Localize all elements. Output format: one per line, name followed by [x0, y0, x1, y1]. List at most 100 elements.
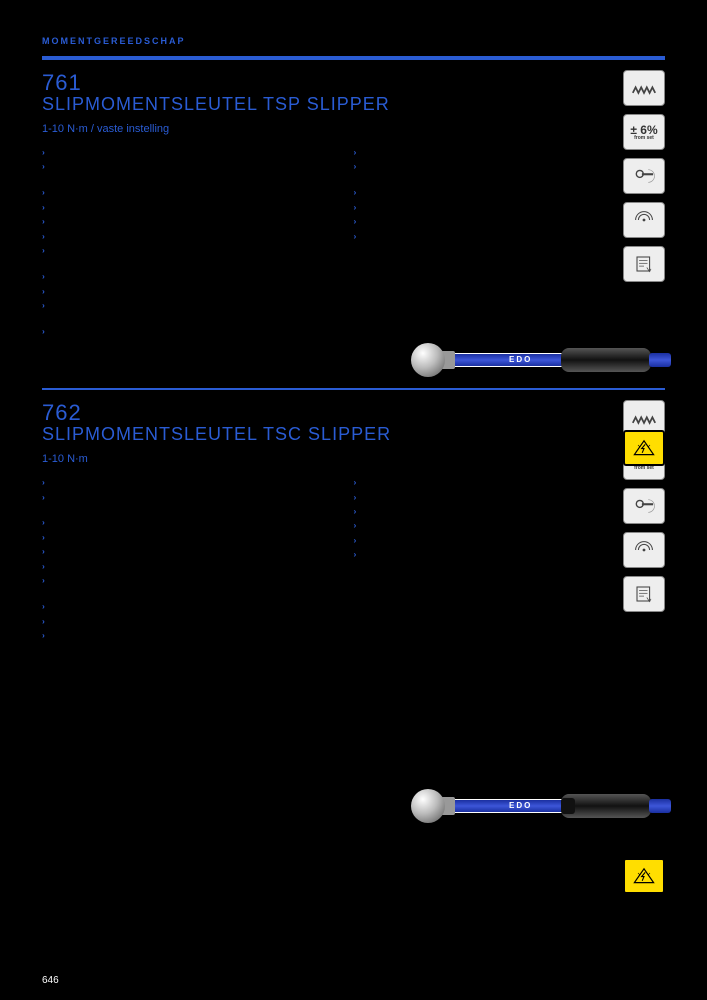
product-number: 762: [42, 400, 665, 426]
chevron-icon: ›: [42, 202, 45, 213]
divider-top: [42, 56, 665, 60]
bullet: ›Gelijkmatig voor gecontroleerd rechts a…: [354, 520, 648, 531]
chevron-icon: ›: [354, 231, 357, 242]
product-subtitle: 1-10 N·m: [42, 453, 665, 465]
divider: [42, 388, 665, 390]
chevron-icon: ›: [42, 286, 45, 297]
bullet: ›Ideaal voor de elektronicabranche en vo…: [354, 161, 648, 184]
bullet-text: Klikt duidelijk voel- en hoorbaar na: [361, 535, 491, 546]
bullet-text: Ideaal voor de elektronicabranche en voo…: [361, 161, 647, 184]
chevron-icon: ›: [354, 492, 357, 503]
bullet-col-left: › Voor eenvoudige en nauwkeurige schroefv…: [42, 477, 354, 656]
bullet-text: Voor controle van rechtse en linkse bout…: [361, 187, 529, 198]
badge-signal-icon: [623, 202, 665, 238]
page-number: 646: [42, 975, 59, 986]
product-block: 762SLIPMOMENTSLEUTEL TSC SLIPPER 1-10 N·m…: [42, 400, 665, 656]
bullet: ›Ideaal wanneer een meetwaarde of een aa…: [42, 161, 336, 184]
bullet-text: Voor rechtse bouteren: [50, 546, 134, 557]
bullet-text: Een speciale ratel niet noodzakelijk: [50, 616, 183, 627]
chevron-icon: ›: [354, 535, 357, 546]
chevron-icon: ›: [42, 147, 45, 158]
bullet: ›De momentsleutel heeft een voorinstelli…: [42, 326, 336, 349]
product-title: SLIPMOMENTSLEUTEL TSP SLIPPER: [42, 94, 665, 115]
bullet-text: Ideaal wanneer een meetwaarde of een aan…: [50, 492, 336, 515]
chevron-icon: ›: [354, 187, 357, 198]
bullet: ›Simpele meetwaarde kan alleen met een i…: [42, 231, 336, 242]
torque-wrench-image: EDO: [411, 340, 671, 380]
bullet-text: Klikt duidelijk voel- en hoorbaar na: [50, 202, 180, 213]
chevron-icon: ›: [42, 517, 45, 528]
bullet-text: Bij het bereiken van het ingestelde aanh…: [50, 575, 336, 598]
bullet: ›De momentsleutel heeft voldoet aan de r…: [42, 300, 336, 323]
bullet-text: Voor rechtse bouteren: [50, 216, 134, 227]
bullet: › Voor de elektronicabranche: [354, 492, 648, 503]
bullet-text: Voor de elektronicabranche: [361, 492, 465, 503]
chevron-icon: ›: [42, 561, 45, 572]
bullet: ›Slipmomentsleutel uitgerust met ratelko…: [354, 147, 648, 158]
bullet-text: Voor eenvoudige en nauwkeurige schroefve…: [50, 147, 326, 158]
bullet: ›De momentsleutel heeft voldoet aan de r…: [42, 630, 336, 653]
badge-stack: ± 6%from set: [623, 70, 665, 290]
chevron-icon: ›: [354, 216, 357, 227]
bullet-text: Simpele meetwaarde kan alleen met een in…: [50, 561, 320, 572]
chevron-icon: ›: [354, 147, 357, 158]
chevron-icon: ›: [42, 187, 45, 198]
bullet-text: Ideaal wanneer een meetwaarde of een aan…: [50, 161, 336, 184]
badge-esd-icon: [623, 430, 665, 466]
bullet-text: Voor rechtse bouteren: [361, 549, 445, 560]
bullet: › Klikt duidelijk voel- en hoorbaar na: [354, 535, 648, 546]
chevron-icon: ›: [42, 575, 45, 598]
chevron-icon: ›: [42, 630, 45, 653]
bullet-text: Klikt duidelijk voel- en hoorbaar na: [50, 532, 180, 543]
bullet: › Voor controle van rechtse en linkse bou…: [354, 187, 648, 198]
bullet-text: Nauwkeurigheid: ± 6 % tolerantie van de …: [50, 271, 274, 282]
chevron-icon: ›: [354, 506, 357, 517]
bullet-text: Voor eenvoudige en nauwkeurige schroefve…: [50, 477, 326, 488]
bullet: › Robuuste gereedschap: [42, 517, 336, 528]
bullet: › Een speciale ratel niet noodzakelijk: [42, 616, 336, 627]
product-subtitle: 1-10 N·m / vaste instelling: [42, 123, 665, 135]
product-number: 761: [42, 70, 665, 96]
chevron-icon: ›: [42, 616, 45, 627]
bullet-text: Bij het bereiken van het ingestelde aanh…: [50, 245, 336, 268]
bullet-col-left: › Voor eenvoudige en nauwkeurige schroefv…: [42, 147, 354, 352]
bullet-text: Een speciale ratel niet noodzakelijk: [50, 286, 183, 297]
bullet: › Simpele meetwaarde kan alleen met een i…: [42, 561, 336, 572]
chevron-icon: ›: [42, 532, 45, 543]
bullet-columns: › Voor eenvoudige en nauwkeurige schroefv…: [42, 477, 665, 656]
bullet-text: Voor rechtse bouteren: [361, 231, 445, 242]
bullet: ›Bij het bereiken van het ingestelde aan…: [42, 575, 336, 598]
chevron-icon: ›: [42, 245, 45, 268]
bullet: › Een speciale ratel niet noodzakelijk: [42, 286, 336, 297]
chevron-icon: ›: [42, 231, 45, 242]
bullet-text: De momentsleutel heeft een voorinstellin…: [50, 326, 336, 349]
badge-cert-icon: [623, 246, 665, 282]
chevron-icon: ›: [42, 492, 45, 515]
bullet: ›Voor eenvoudige en nauwkeurige schroefv…: [42, 477, 336, 488]
chevron-icon: ›: [354, 202, 357, 213]
bullet: › Klikt duidelijk voel- en hoorbaar na: [42, 532, 336, 543]
chevron-icon: ›: [354, 549, 357, 560]
badge-signal-icon: [623, 532, 665, 568]
bullet-text: Voor schroefverbindingen met gering diam…: [361, 506, 535, 517]
badge-ratchet-icon: [623, 70, 665, 106]
torque-wrench-image: EDO: [411, 786, 671, 826]
product-block: 761SLIPMOMENTSLEUTEL TSP SLIPPER 1-10 N·m…: [42, 70, 665, 352]
bullet-text: Robuuste gereedschap: [50, 517, 138, 528]
badge-wrench-icon: [623, 488, 665, 524]
bullet: › Klikt duidelijk voel- en hoorbaar na: [42, 202, 336, 213]
chevron-icon: ›: [42, 601, 45, 612]
bullet-text: Gelijkmatig voor gecontroleerd aanhalen,…: [361, 202, 589, 213]
bullet: ›Bij het bereiken van het ingestelde aan…: [42, 245, 336, 268]
product-title: SLIPMOMENTSLEUTEL TSC SLIPPER: [42, 424, 665, 445]
bullet: ›Nauwkeurigheid: ± 6 % tolerantie van de…: [42, 601, 336, 612]
bullet-text: De momentsleutel heeft voldoet aan de ri…: [50, 630, 336, 653]
bullet: ›Met ratelknop, uitwendig vierkant 1/4": [354, 477, 648, 488]
chevron-icon: ›: [42, 546, 45, 557]
bullet: › Voor rechtse bouteren: [354, 549, 648, 560]
bullet: › Gelijkmatig voor gecontroleerd aanhalen…: [354, 202, 648, 213]
badge-esd-icon: [623, 858, 665, 894]
bullet-columns: › Voor eenvoudige en nauwkeurige schroefv…: [42, 147, 665, 352]
badge-wrench-icon: [623, 158, 665, 194]
bullet-col-right: ›Met ratelknop, uitwendig vierkant 1/4" ›…: [354, 477, 666, 656]
